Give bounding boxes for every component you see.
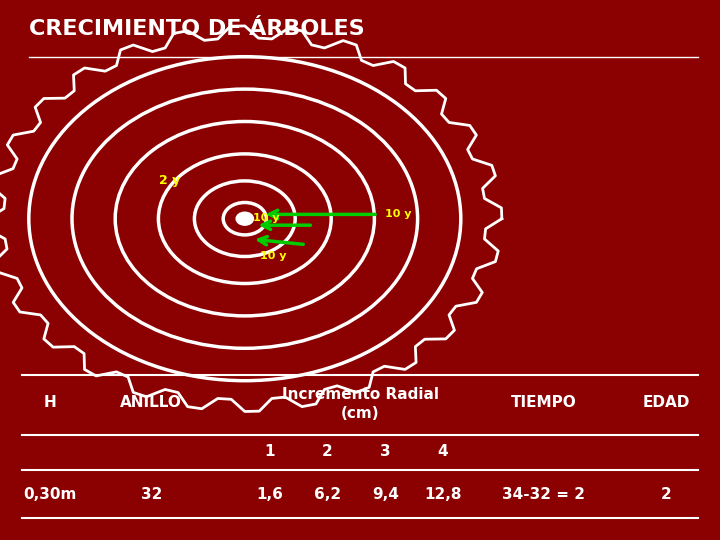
Text: 9,4: 9,4 — [372, 487, 399, 502]
Text: ANILLO: ANILLO — [120, 395, 182, 410]
Text: 34-32 = 2: 34-32 = 2 — [502, 487, 585, 502]
Text: H: H — [44, 395, 57, 410]
Text: 1: 1 — [265, 444, 275, 460]
Text: 0,30m: 0,30m — [24, 487, 77, 502]
Text: 4: 4 — [438, 444, 448, 460]
Text: CRECIMIENTO DE ÁRBOLES: CRECIMIENTO DE ÁRBOLES — [29, 19, 364, 39]
Text: 32: 32 — [140, 487, 162, 502]
Text: 2: 2 — [323, 444, 333, 460]
Text: 10 y: 10 y — [385, 210, 412, 219]
Text: 2: 2 — [661, 487, 671, 502]
Text: 3: 3 — [380, 444, 390, 460]
Text: 10 y: 10 y — [253, 213, 279, 223]
Text: 2 y: 2 y — [158, 173, 180, 187]
Text: 1,6: 1,6 — [256, 487, 284, 502]
Text: 12,8: 12,8 — [424, 487, 462, 502]
Text: EDAD: EDAD — [642, 395, 690, 410]
Circle shape — [236, 212, 253, 225]
Text: (cm): (cm) — [341, 406, 379, 421]
Text: 6,2: 6,2 — [314, 487, 341, 502]
Text: Incremento Radial: Incremento Radial — [282, 387, 438, 402]
Text: TIEMPO: TIEMPO — [510, 395, 577, 410]
Text: 10 y: 10 y — [261, 251, 287, 261]
